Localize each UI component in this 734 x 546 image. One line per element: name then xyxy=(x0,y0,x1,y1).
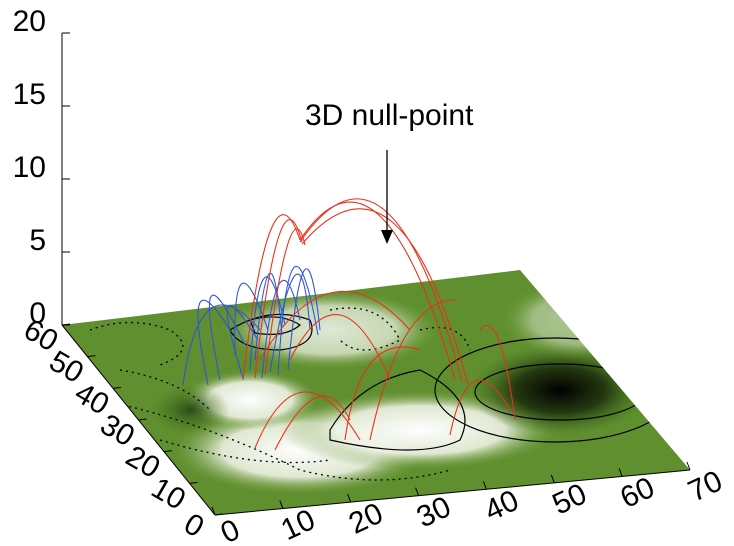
x-tick-label: 0 xyxy=(216,513,245,546)
x-tick-label: 10 xyxy=(276,503,320,546)
surface xyxy=(62,270,690,515)
y-tick-label: 0 xyxy=(178,507,209,544)
arrow-head xyxy=(381,230,393,244)
z-tick-label: 15 xyxy=(13,78,46,111)
x-tick-label: 60 xyxy=(615,471,659,515)
z-tick-label: 20 xyxy=(13,5,46,38)
x-tick-label: 30 xyxy=(412,490,456,534)
x-tick-label: 70 xyxy=(683,465,727,509)
x-tick-label: 50 xyxy=(548,477,592,521)
x-tick-label: 20 xyxy=(344,497,388,541)
chart: 3D null-point 05101520010203040506001020… xyxy=(0,0,734,546)
x-tick-label: 40 xyxy=(480,484,524,528)
z-tick-label: 10 xyxy=(13,151,46,184)
z-tick-label: 5 xyxy=(29,224,46,257)
annotation: 3D null-point xyxy=(305,99,474,132)
